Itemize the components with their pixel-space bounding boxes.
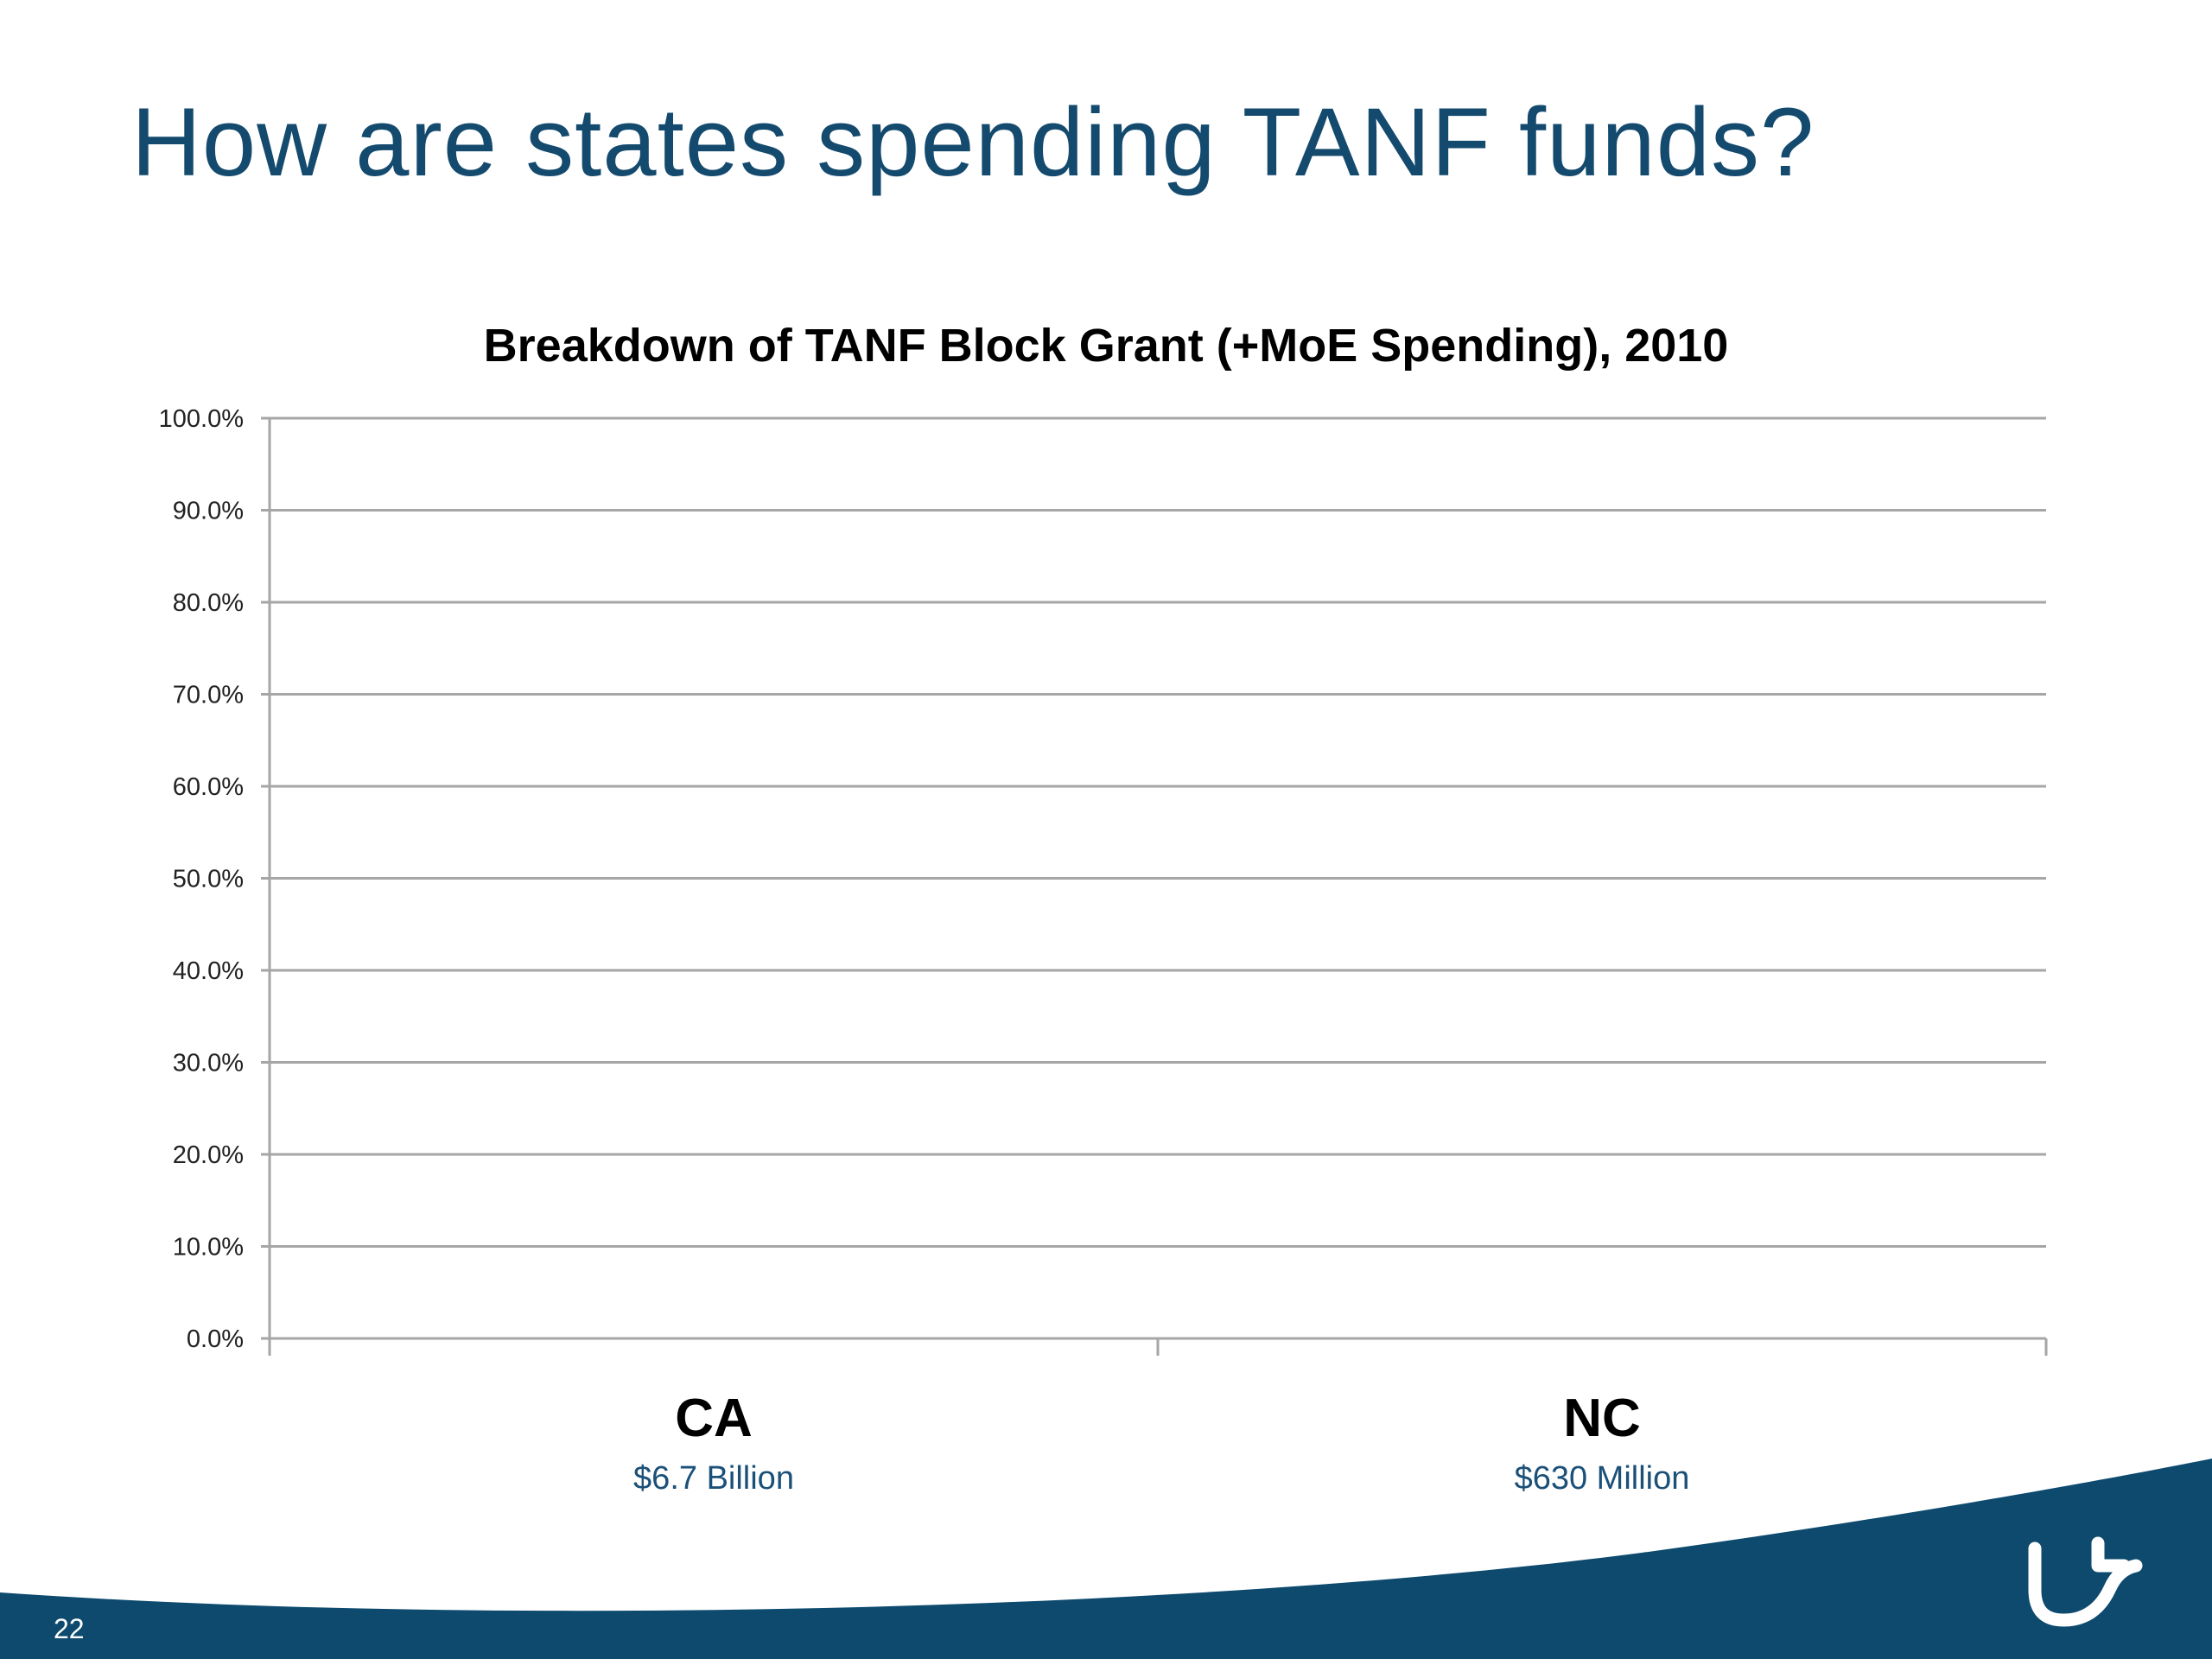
university-logo-icon — [2028, 1536, 2143, 1627]
slide-title: How are states spending TANF funds? — [131, 88, 1815, 196]
y-tick-label: 100.0% — [159, 405, 244, 433]
category-sublabel: $630 Million — [1515, 1460, 1690, 1497]
y-tick-label: 60.0% — [173, 773, 244, 801]
chart-title: Breakdown of TANF Block Grant (+MoE Spen… — [484, 320, 1729, 372]
y-tick-label: 0.0% — [187, 1325, 244, 1353]
y-tick-label: 30.0% — [173, 1050, 244, 1077]
category-label: NC — [1563, 1389, 1641, 1448]
y-tick-label: 90.0% — [173, 498, 244, 525]
y-tick-label: 20.0% — [173, 1141, 244, 1169]
y-tick-label: 10.0% — [173, 1234, 244, 1262]
y-tick-label: 40.0% — [173, 957, 244, 985]
chart-axes — [268, 418, 2048, 1356]
category-label: CA — [675, 1389, 753, 1448]
y-tick-label: 80.0% — [173, 589, 244, 617]
y-axis-tick-labels: 0.0% 10.0% 20.0% 30.0% 40.0% 50.0% 60.0% 70.0% 8… — [159, 405, 244, 1353]
x-axis-category-labels: CA $6.7 Billion NC $630 Million — [633, 1389, 1689, 1497]
chart-gridlines — [261, 416, 2046, 1340]
footer-band — [0, 1459, 2212, 1659]
y-tick-label: 50.0% — [173, 866, 244, 893]
y-tick-label: 70.0% — [173, 682, 244, 709]
slide-number: 22 — [54, 1613, 85, 1644]
category-sublabel: $6.7 Billion — [633, 1460, 794, 1497]
